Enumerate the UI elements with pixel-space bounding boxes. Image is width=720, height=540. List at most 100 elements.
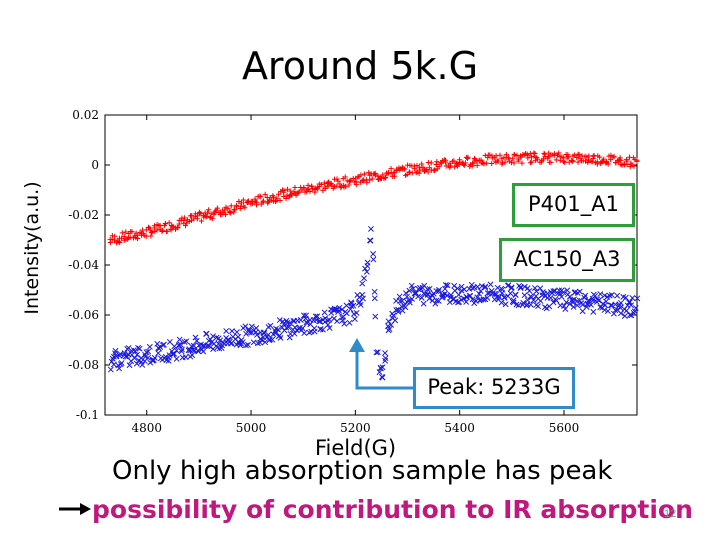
data-point (314, 313, 321, 320)
data-point (419, 161, 425, 167)
data-point (467, 292, 474, 299)
data-point (342, 174, 348, 180)
data-point (309, 186, 315, 192)
data-point (561, 302, 567, 309)
x-tick-label: 4800 (131, 421, 162, 435)
data-point (112, 350, 118, 357)
data-point (179, 346, 185, 353)
data-point (225, 206, 231, 212)
data-point (601, 306, 608, 313)
data-point (428, 160, 434, 166)
data-point (135, 344, 142, 351)
data-point (617, 155, 623, 161)
data-point (556, 287, 563, 294)
data-point (574, 302, 581, 309)
data-point (410, 285, 417, 292)
data-point (579, 153, 585, 159)
data-point (181, 215, 188, 221)
data-point (176, 336, 183, 343)
data-point (462, 160, 469, 166)
data-point (623, 307, 630, 314)
data-point (177, 341, 184, 348)
data-point (370, 256, 377, 263)
data-point (520, 299, 527, 306)
data-point (269, 336, 276, 343)
data-point (497, 152, 503, 158)
data-point (304, 187, 310, 193)
data-point (351, 316, 358, 323)
data-point (171, 350, 178, 357)
data-point (116, 239, 122, 245)
data-point (311, 325, 318, 332)
data-point (292, 184, 298, 191)
data-point (499, 160, 506, 166)
data-point (222, 211, 229, 218)
data-point (168, 227, 174, 233)
data-point (116, 352, 123, 359)
data-point (182, 223, 189, 229)
data-point (510, 156, 516, 162)
data-point (626, 154, 633, 160)
data-point (122, 353, 129, 360)
data-point (248, 323, 255, 330)
data-point (484, 294, 491, 301)
data-point (283, 195, 289, 202)
data-point (570, 158, 576, 164)
data-point (228, 203, 234, 209)
data-point (299, 325, 306, 332)
data-point (507, 290, 514, 297)
data-point (496, 294, 503, 301)
data-point (277, 334, 284, 341)
data-point (634, 295, 641, 302)
data-point (519, 160, 525, 166)
data-point (190, 342, 197, 349)
data-point (447, 163, 454, 169)
peak-annotation: Peak: 5233G (413, 367, 575, 409)
data-point (530, 297, 537, 304)
data-point (528, 154, 535, 160)
data-point (223, 328, 230, 334)
data-point (626, 299, 632, 306)
data-point (155, 350, 162, 357)
data-point (301, 330, 308, 337)
data-point (576, 288, 583, 295)
data-point (548, 159, 554, 165)
data-point (249, 200, 256, 206)
data-point (406, 169, 412, 175)
data-point (517, 285, 524, 292)
data-point (322, 184, 328, 190)
data-point (614, 292, 621, 299)
data-point (338, 185, 344, 191)
data-point (368, 225, 374, 232)
data-point (296, 189, 302, 195)
data-point (353, 309, 360, 316)
data-point (401, 166, 407, 172)
data-point (209, 215, 215, 222)
data-point (485, 155, 491, 161)
data-point (367, 237, 374, 244)
data-point (320, 326, 326, 333)
data-point (297, 317, 304, 323)
data-point (439, 293, 446, 300)
data-point (608, 292, 615, 298)
data-point (123, 229, 129, 235)
data-point (550, 299, 557, 306)
data-point (424, 286, 431, 293)
data-point (474, 162, 480, 168)
data-point (626, 299, 633, 306)
data-point (131, 355, 138, 362)
data-point (453, 160, 459, 166)
data-point (585, 157, 592, 163)
data-point (117, 239, 123, 246)
data-point (561, 159, 567, 165)
data-point (502, 159, 508, 165)
data-point (408, 282, 415, 289)
data-point (517, 153, 524, 159)
data-point (399, 297, 406, 304)
data-point (145, 354, 151, 361)
data-point (238, 200, 245, 206)
data-point (211, 211, 217, 217)
data-point (557, 291, 563, 297)
data-point (550, 288, 557, 295)
legend-box-p401: P401_A1 (512, 183, 635, 227)
